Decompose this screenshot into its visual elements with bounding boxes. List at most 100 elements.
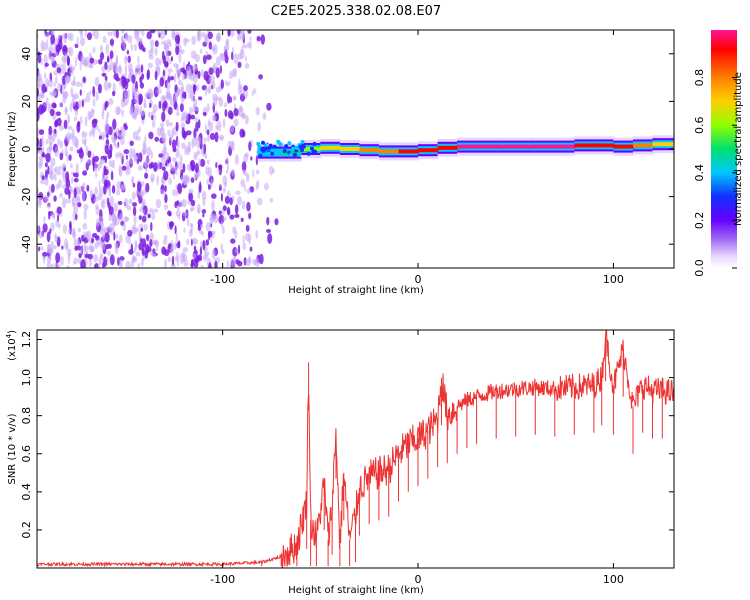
noise-blob xyxy=(82,76,86,83)
noise-blob xyxy=(73,187,77,199)
noise-blob xyxy=(201,190,207,201)
snr-x-label: Height of straight line (km) xyxy=(288,585,424,596)
noise-blob xyxy=(202,54,207,65)
noise-blob xyxy=(192,104,196,113)
noise-blob xyxy=(118,65,123,75)
noise-blob xyxy=(233,68,238,77)
noise-blob xyxy=(38,104,44,115)
noise-blob xyxy=(245,258,252,267)
noise-blob xyxy=(50,157,56,167)
noise-blob xyxy=(46,261,52,268)
noise-blob xyxy=(260,34,265,45)
noise-blob xyxy=(87,110,92,121)
ridge-segment xyxy=(281,150,302,155)
noise-blob xyxy=(222,225,225,235)
noise-blob xyxy=(165,92,169,101)
noise-blob xyxy=(192,237,197,245)
colorbar-tick-label: 0.8 xyxy=(693,69,706,87)
noise-blob xyxy=(106,56,109,63)
noise-blob xyxy=(80,82,83,88)
noise-blob xyxy=(241,46,244,56)
noise-blob xyxy=(242,129,245,136)
noise-blob xyxy=(200,69,205,77)
noise-blob xyxy=(204,35,209,45)
ridge-start-blob xyxy=(301,144,306,149)
noise-blob xyxy=(81,130,84,139)
noise-blob xyxy=(266,102,272,111)
noise-blob xyxy=(226,206,231,216)
noise-blob xyxy=(41,83,47,94)
noise-blob xyxy=(161,111,166,122)
noise-blob xyxy=(164,193,168,204)
noise-blob xyxy=(212,43,218,55)
noise-blob xyxy=(140,64,144,73)
noise-blob xyxy=(123,45,126,51)
noise-blob xyxy=(98,128,101,133)
noise-blob xyxy=(181,175,187,183)
noise-blob xyxy=(207,230,213,238)
noise-blob xyxy=(97,162,101,172)
noise-blob xyxy=(76,36,79,46)
ridge-segment xyxy=(574,143,595,148)
noise-blob xyxy=(95,172,98,178)
noise-blob xyxy=(175,149,180,159)
noise-blob xyxy=(123,55,128,65)
noise-blob xyxy=(111,159,116,166)
noise-blob xyxy=(69,64,73,70)
noise-blob xyxy=(100,44,103,54)
noise-blob xyxy=(80,54,85,65)
noise-blob xyxy=(243,170,248,176)
noise-blob xyxy=(39,246,44,251)
noise-blob xyxy=(193,117,199,122)
ridge-segment xyxy=(378,149,400,154)
noise-blob xyxy=(84,30,87,38)
noise-blob xyxy=(256,169,260,175)
noise-blob xyxy=(103,184,107,195)
noise-blob xyxy=(235,259,240,265)
noise-blob xyxy=(138,230,142,241)
noise-blob xyxy=(105,133,109,139)
noise-blob xyxy=(163,100,168,109)
noise-blob xyxy=(50,263,54,268)
noise-blob xyxy=(215,56,221,66)
noise-blob xyxy=(215,67,220,79)
noise-blob xyxy=(193,84,196,95)
noise-blob xyxy=(151,110,156,116)
noise-blob xyxy=(242,242,246,251)
noise-blob xyxy=(87,245,93,250)
noise-blob xyxy=(127,235,131,245)
noise-blob xyxy=(73,75,76,86)
ridge-start-blob xyxy=(277,141,282,146)
noise-blob xyxy=(75,142,78,149)
noise-blob xyxy=(130,43,133,52)
noise-blob xyxy=(139,110,146,117)
noise-blob xyxy=(43,215,46,225)
noise-blob xyxy=(38,197,42,209)
noise-blob xyxy=(172,94,179,103)
noise-blob xyxy=(266,216,270,226)
noise-blob xyxy=(210,75,215,86)
noise-blob xyxy=(157,160,161,171)
noise-blob xyxy=(238,106,244,118)
noise-blob xyxy=(170,56,174,62)
colorbar-tick-label: 0.2 xyxy=(693,212,706,230)
noise-blob xyxy=(240,178,246,188)
noise-blob xyxy=(45,33,50,38)
noise-blob xyxy=(117,151,122,157)
noise-blob xyxy=(230,30,235,37)
noise-blob xyxy=(188,192,193,202)
noise-blob xyxy=(207,184,211,190)
noise-blob xyxy=(135,251,141,257)
svg-text:(x104): (x104) xyxy=(5,330,18,361)
noise-blob xyxy=(197,207,200,214)
noise-blob xyxy=(150,30,156,34)
noise-blob xyxy=(104,232,110,243)
noise-blob xyxy=(169,162,172,168)
noise-blob xyxy=(154,70,158,81)
noise-blob xyxy=(53,128,57,134)
noise-blob xyxy=(64,238,69,250)
noise-blob xyxy=(244,184,247,192)
noise-blob xyxy=(175,121,179,132)
noise-blob xyxy=(160,125,165,132)
